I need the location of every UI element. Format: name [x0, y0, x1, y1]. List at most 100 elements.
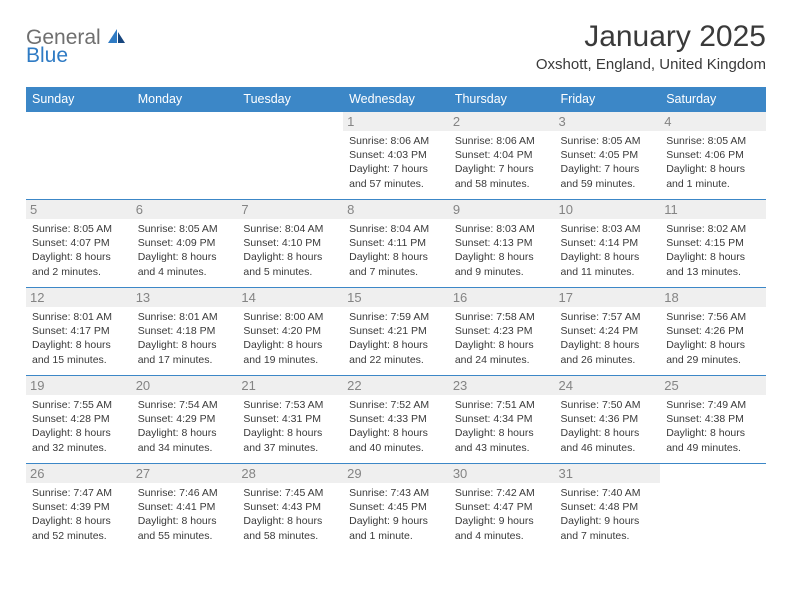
sunset-line: Sunset: 4:43 PM: [243, 501, 321, 513]
month-title: January 2025: [536, 20, 766, 54]
week-row: 1Sunrise: 8:06 AMSunset: 4:03 PMDaylight…: [26, 112, 766, 200]
sunrise-line: Sunrise: 7:42 AM: [455, 487, 535, 499]
sunrise-line: Sunrise: 7:50 AM: [561, 399, 641, 411]
week-row: 12Sunrise: 8:01 AMSunset: 4:17 PMDayligh…: [26, 288, 766, 376]
sunset-line: Sunset: 4:06 PM: [666, 149, 744, 161]
title-block: January 2025 Oxshott, England, United Ki…: [536, 20, 766, 73]
day-details: Sunrise: 7:50 AMSunset: 4:36 PMDaylight:…: [561, 398, 655, 455]
sunset-line: Sunset: 4:21 PM: [349, 325, 427, 337]
sunset-line: Sunset: 4:23 PM: [455, 325, 533, 337]
sunrise-line: Sunrise: 7:58 AM: [455, 311, 535, 323]
day-cell: 20Sunrise: 7:54 AMSunset: 4:29 PMDayligh…: [132, 376, 238, 464]
day-details: Sunrise: 7:43 AMSunset: 4:45 PMDaylight:…: [349, 486, 443, 543]
sunrise-line: Sunrise: 7:47 AM: [32, 487, 112, 499]
day-cell: 12Sunrise: 8:01 AMSunset: 4:17 PMDayligh…: [26, 288, 132, 376]
sunset-line: Sunset: 4:48 PM: [561, 501, 639, 513]
daylight-line: Daylight: 8 hours and 22 minutes.: [349, 339, 428, 365]
day-details: Sunrise: 7:56 AMSunset: 4:26 PMDaylight:…: [666, 310, 760, 367]
day-cell: 6Sunrise: 8:05 AMSunset: 4:09 PMDaylight…: [132, 200, 238, 288]
sunset-line: Sunset: 4:05 PM: [561, 149, 639, 161]
day-number: 14: [237, 288, 343, 307]
day-header-thu: Thursday: [449, 87, 555, 112]
daylight-line: Daylight: 8 hours and 37 minutes.: [243, 427, 322, 453]
day-cell: 4 Sunrise: 8:05 AMSunset: 4:06 PMDaylight…: [660, 112, 766, 200]
daylight-line: Daylight: 8 hours and 34 minutes.: [138, 427, 217, 453]
day-cell: 7Sunrise: 8:04 AMSunset: 4:10 PMDaylight…: [237, 200, 343, 288]
day-number: 28: [237, 464, 343, 483]
day-number: [660, 464, 766, 468]
daylight-line: Daylight: 9 hours and 4 minutes.: [455, 515, 534, 541]
day-cell: 16Sunrise: 7:58 AMSunset: 4:23 PMDayligh…: [449, 288, 555, 376]
daylight-line: Daylight: 9 hours and 1 minute.: [349, 515, 428, 541]
brand-sail-icon: [105, 27, 127, 50]
daylight-line: Daylight: 8 hours and 17 minutes.: [138, 339, 217, 365]
sunset-line: Sunset: 4:11 PM: [349, 237, 426, 249]
sunset-line: Sunset: 4:26 PM: [666, 325, 744, 337]
daylight-line: Daylight: 8 hours and 15 minutes.: [32, 339, 111, 365]
day-details: Sunrise: 8:00 AMSunset: 4:20 PMDaylight:…: [243, 310, 337, 367]
daylight-line: Daylight: 8 hours and 24 minutes.: [455, 339, 534, 365]
daylight-line: Daylight: 8 hours and 55 minutes.: [138, 515, 217, 541]
daylight-line: Daylight: 8 hours and 13 minutes.: [666, 251, 745, 277]
day-details: Sunrise: 8:05 AMSunset: 4:07 PMDaylight:…: [32, 222, 126, 279]
sunrise-line: Sunrise: 7:56 AM: [666, 311, 746, 323]
sunrise-line: Sunrise: 8:03 AM: [455, 223, 535, 235]
sunrise-line: Sunrise: 8:06 AM: [349, 135, 429, 147]
day-details: Sunrise: 8:05 AMSunset: 4:06 PMDaylight:…: [666, 134, 760, 191]
sunrise-line: Sunrise: 8:06 AM: [455, 135, 535, 147]
day-cell: 30Sunrise: 7:42 AMSunset: 4:47 PMDayligh…: [449, 464, 555, 552]
daylight-line: Daylight: 9 hours and 7 minutes.: [561, 515, 640, 541]
sunset-line: Sunset: 4:39 PM: [32, 501, 110, 513]
sunrise-line: Sunrise: 7:40 AM: [561, 487, 641, 499]
day-number: 6: [132, 200, 238, 219]
day-details: Sunrise: 7:58 AM Sunset: 4:23 PM Daylight:…: [455, 310, 549, 367]
sunset-line: Sunset: 4:45 PM: [349, 501, 427, 513]
daylight-line: Daylight: 8 hours and 11 minutes.: [561, 251, 640, 277]
day-header-tue: Tuesday: [237, 87, 343, 112]
week-row: 26Sunrise: 7:47 AMSunset: 4:39 PMDayligh…: [26, 464, 766, 552]
day-cell: [660, 464, 766, 552]
sunrise-line: Sunrise: 8:01 AM: [32, 311, 112, 323]
day-details: Sunrise: 8:04 AMSunset: 4:11 PMDaylight:…: [349, 222, 443, 279]
day-number: 4: [660, 112, 766, 131]
day-cell: 18Sunrise: 7:56 AMSunset: 4:26 PMDayligh…: [660, 288, 766, 376]
sunset-line: Sunset: 4:17 PM: [32, 325, 110, 337]
sunrise-line: Sunrise: 8:05 AM: [32, 223, 112, 235]
day-cell: [132, 112, 238, 200]
day-details: Sunrise: 8:05 AM Sunset: 4:05 PM Daylight:…: [561, 134, 655, 191]
day-header-sat: Saturday: [660, 87, 766, 112]
day-number: 15: [343, 288, 449, 307]
day-details: Sunrise: 8:06 AMSunset: 4:04 PMDaylight:…: [455, 134, 549, 191]
week-row: 19Sunrise: 7:55 AMSunset: 4:28 PMDayligh…: [26, 376, 766, 464]
day-details: Sunrise: 7:49 AMSunset: 4:38 PMDaylight:…: [666, 398, 760, 455]
daylight-line: Daylight: 8 hours and 58 minutes.: [243, 515, 322, 541]
day-number: 5: [26, 200, 132, 219]
day-details: Sunrise: 7:40 AM Sunset: 4:48 PM Daylight:…: [561, 486, 655, 543]
daylight-line: Daylight: 8 hours and 46 minutes.: [561, 427, 640, 453]
sunrise-line: Sunrise: 8:05 AM: [561, 135, 641, 147]
sunset-line: Sunset: 4:24 PM: [561, 325, 639, 337]
day-cell: 25Sunrise: 7:49 AMSunset: 4:38 PMDayligh…: [660, 376, 766, 464]
sunrise-line: Sunrise: 8:05 AM: [138, 223, 218, 235]
sunset-line: Sunset: 4:14 PM: [561, 237, 639, 249]
day-cell: 28Sunrise: 7:45 AMSunset: 4:43 PMDayligh…: [237, 464, 343, 552]
day-header-sun: Sunday: [26, 87, 132, 112]
day-cell: 22Sunrise: 7:52 AMSunset: 4:33 PMDayligh…: [343, 376, 449, 464]
daylight-line: Daylight: 8 hours and 52 minutes.: [32, 515, 111, 541]
daylight-line: Daylight: 7 hours and 59 minutes.: [561, 163, 640, 189]
day-cell: 14 Sunrise: 8:00 AMSunset: 4:20 PMDayligh…: [237, 288, 343, 376]
day-number: 9: [449, 200, 555, 219]
day-details: Sunrise: 7:51 AMSunset: 4:34 PMDaylight:…: [455, 398, 549, 455]
location-text: Oxshott, England, United Kingdom: [536, 56, 766, 73]
daylight-line: Daylight: 8 hours and 9 minutes.: [455, 251, 534, 277]
day-header-mon: Monday: [132, 87, 238, 112]
sunrise-line: Sunrise: 7:46 AM: [138, 487, 218, 499]
day-details: Sunrise: 7:46 AMSunset: 4:41 PMDaylight:…: [138, 486, 232, 543]
sunset-line: Sunset: 4:15 PM: [666, 237, 744, 249]
daylight-line: Daylight: 8 hours and 26 minutes.: [561, 339, 640, 365]
day-number: 30: [449, 464, 555, 483]
daylight-line: Daylight: 8 hours and 49 minutes.: [666, 427, 745, 453]
day-number: 8: [343, 200, 449, 219]
sunset-line: Sunset: 4:09 PM: [138, 237, 216, 249]
day-details: Sunrise: 7:55 AMSunset: 4:28 PMDaylight:…: [32, 398, 126, 455]
